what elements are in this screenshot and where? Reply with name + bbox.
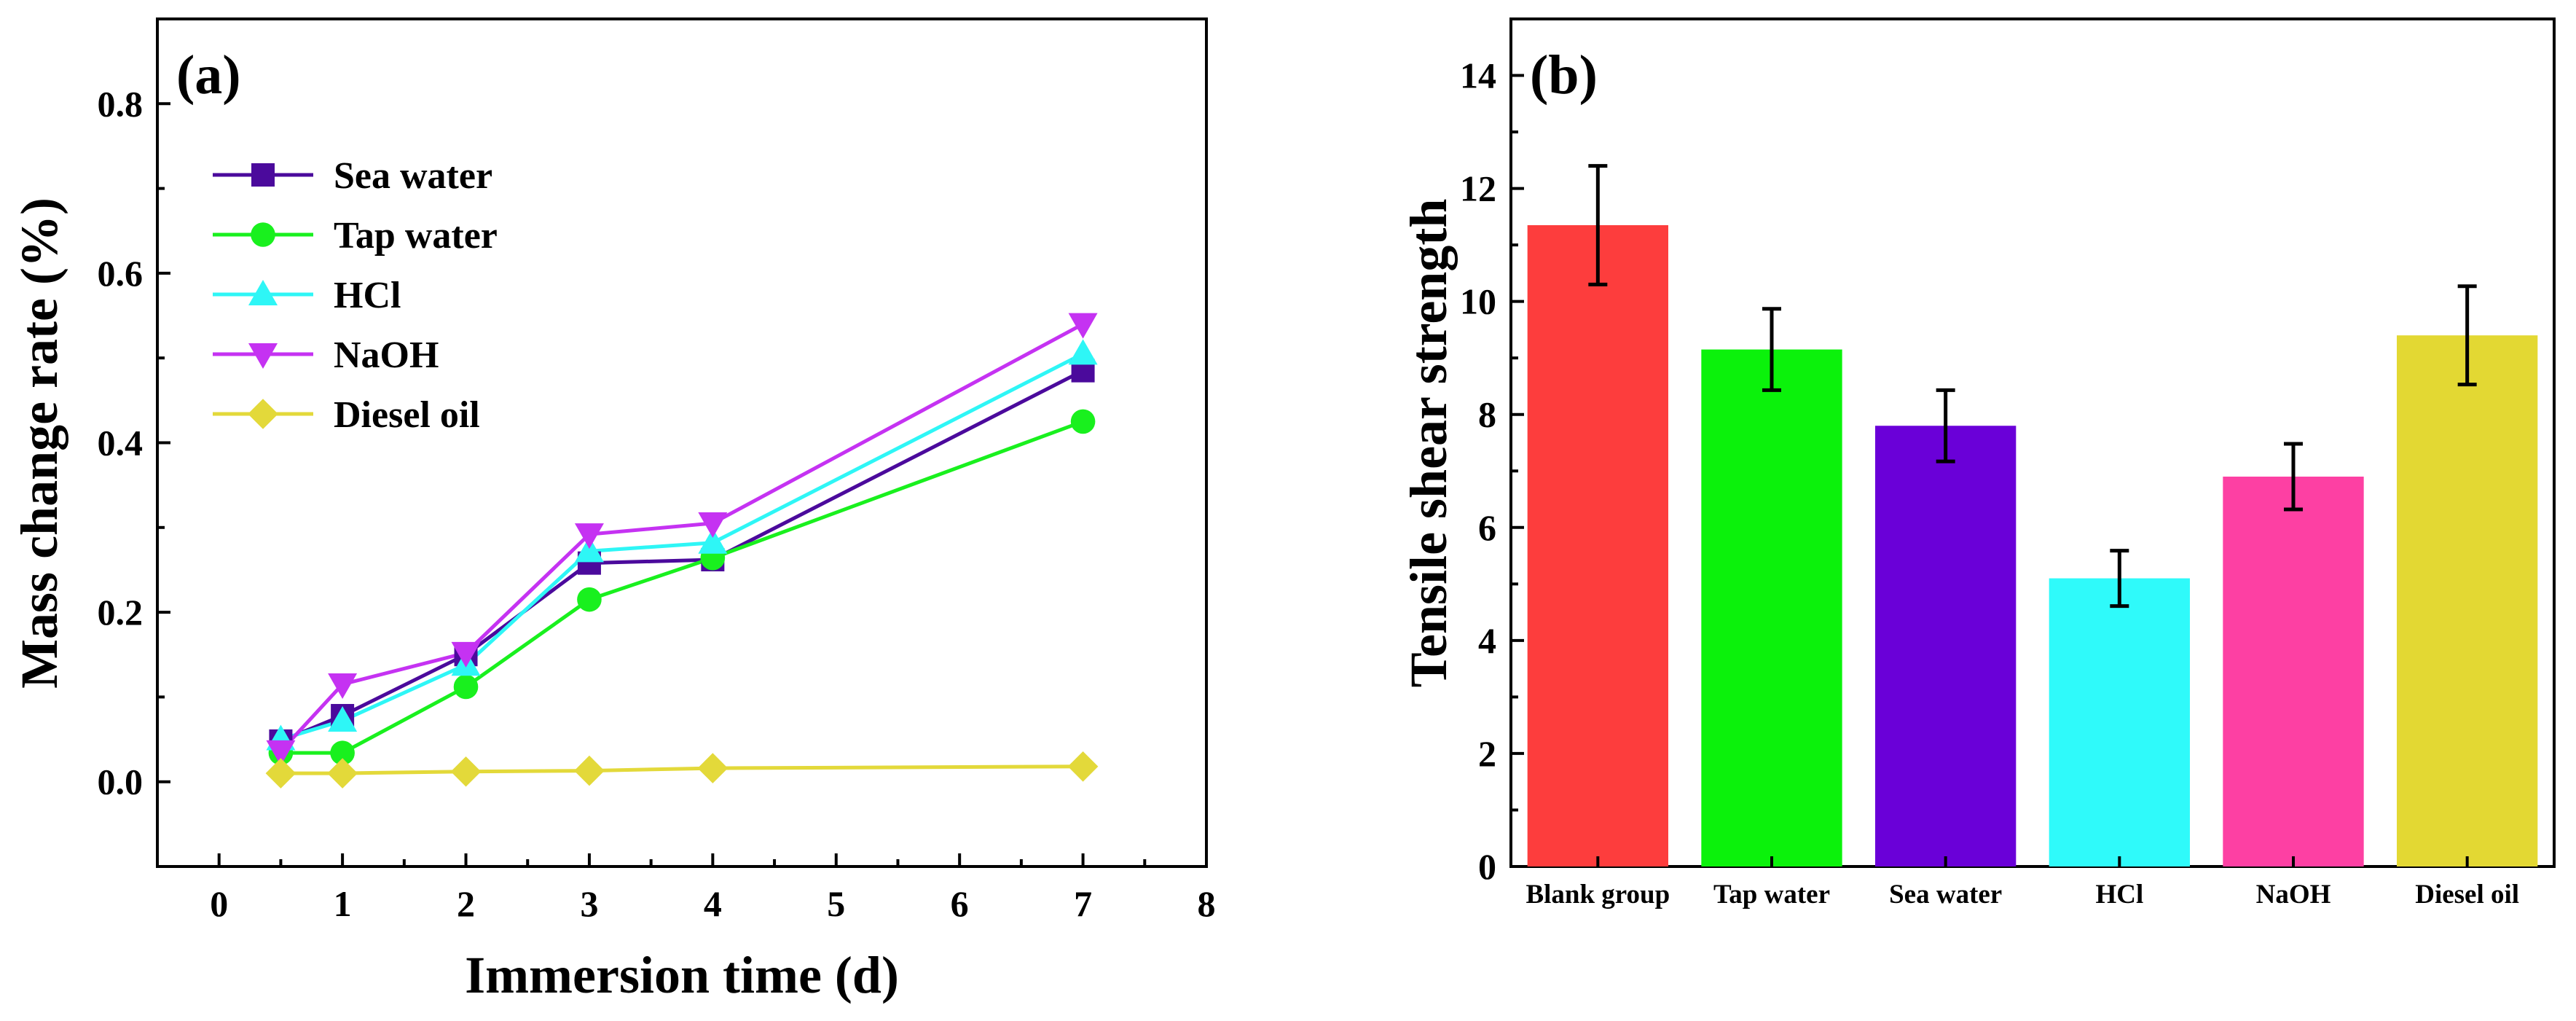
x-axis-label: Immersion time (d) — [465, 946, 899, 1004]
x-tick-label: 6 — [951, 883, 969, 924]
y-axis-label: Tensile shear strength — [1399, 199, 1458, 688]
x-tick-label: 7 — [1074, 883, 1092, 924]
y-tick-label: 4 — [1478, 620, 1496, 661]
bar — [2049, 578, 2190, 867]
legend-label: HCl — [334, 275, 401, 316]
line-chart-panel: 0 1 2 3 4 5 6 7 8 0.0 0.2 0.4 0.6 0.8 (a) Immersion t… — [10, 17, 1216, 1004]
data-point — [265, 758, 297, 789]
y-axis-label: Mass change rate (%) — [10, 197, 68, 689]
series-markers — [265, 313, 1099, 789]
data-point — [574, 523, 604, 549]
data-point — [574, 536, 604, 563]
data-point — [698, 512, 728, 538]
data-point — [697, 753, 729, 783]
data-point — [328, 673, 358, 699]
legend-marker — [248, 280, 278, 305]
data-point — [577, 587, 602, 612]
x-tick-label: Sea water — [1889, 880, 2002, 909]
data-point — [453, 674, 479, 700]
y-tick-label: 2 — [1478, 733, 1496, 774]
data-point — [451, 641, 481, 668]
data-point — [328, 705, 358, 732]
data-point — [1070, 409, 1096, 434]
legend-label: NaOH — [334, 335, 439, 376]
x-tick-label: 3 — [580, 883, 598, 924]
plot-frame — [156, 17, 1208, 868]
data-point — [450, 756, 482, 787]
y-tick-label: 0.4 — [98, 423, 144, 463]
series-line — [280, 420, 1084, 755]
bar — [1875, 426, 2017, 867]
bar — [1701, 349, 1842, 867]
legend-label: Sea water — [334, 155, 492, 197]
x-tick-label: Tap water — [1713, 880, 1830, 909]
y-tick-label: 0.6 — [98, 253, 144, 294]
x-tick-label: 2 — [457, 883, 475, 924]
data-point — [1068, 339, 1098, 365]
error-bars — [1588, 164, 2477, 609]
panel-label: (a) — [176, 44, 241, 106]
x-tick-label: 0 — [210, 883, 228, 924]
bar — [1527, 224, 1668, 867]
y-tick-label: 6 — [1478, 507, 1496, 548]
x-tick-label: NaOH — [2256, 880, 2331, 909]
data-point — [266, 740, 296, 766]
legend-label: Diesel oil — [334, 394, 480, 436]
data-point — [1067, 751, 1099, 782]
bars — [1527, 224, 2538, 867]
bar — [2397, 335, 2538, 867]
data-point — [698, 528, 728, 554]
y-tick-label: 10 — [1460, 281, 1496, 322]
x-tick-label: Diesel oil — [2415, 880, 2519, 909]
legend-marker — [248, 399, 278, 429]
panel-label: (b) — [1530, 44, 1598, 106]
data-point — [574, 755, 605, 786]
y-tick-label: 0 — [1478, 846, 1496, 887]
y-tick-label: 8 — [1478, 394, 1496, 435]
y-tick-label: 0.2 — [98, 592, 144, 633]
x-tick-label: 4 — [704, 883, 722, 924]
y-tick-label: 12 — [1460, 168, 1496, 209]
y-tick-label: 14 — [1460, 55, 1496, 96]
legend-label: Tap water — [334, 215, 498, 257]
bar — [2223, 477, 2364, 867]
data-point — [1068, 313, 1098, 339]
legend: Sea water Tap water HCl NaOH Diesel oil — [213, 155, 498, 436]
y-tick-label: 0.8 — [98, 83, 144, 124]
data-point — [327, 758, 358, 789]
y-tick-label: 0.0 — [98, 762, 144, 802]
x-tick-label: HCl — [2095, 880, 2143, 909]
x-tick-label: 8 — [1198, 883, 1216, 924]
axis-ticks: 0 2 4 6 8 10 12 14 — [1460, 55, 1524, 887]
legend-marker — [248, 343, 278, 369]
series-lines — [279, 322, 1084, 775]
series-line — [279, 322, 1084, 753]
bar-chart-panel: 0 2 4 6 8 10 12 14 Blank group Tap water Sea wate… — [1399, 17, 2556, 909]
x-tick-label: 1 — [334, 883, 352, 924]
x-tick-labels: Blank group Tap water Sea water HCl NaOH Dies… — [1525, 856, 2519, 909]
x-tick-label: 5 — [827, 883, 845, 924]
axis-ticks: 0 1 2 3 4 5 6 7 8 0.0 0.2 0.4 0.6 0.8 — [98, 83, 1216, 924]
plot-frame — [1509, 17, 2556, 868]
data-point — [330, 740, 355, 765]
legend-marker — [251, 222, 275, 247]
x-tick-label: Blank group — [1525, 880, 1670, 909]
legend-marker — [251, 163, 275, 187]
series-line — [280, 764, 1083, 775]
